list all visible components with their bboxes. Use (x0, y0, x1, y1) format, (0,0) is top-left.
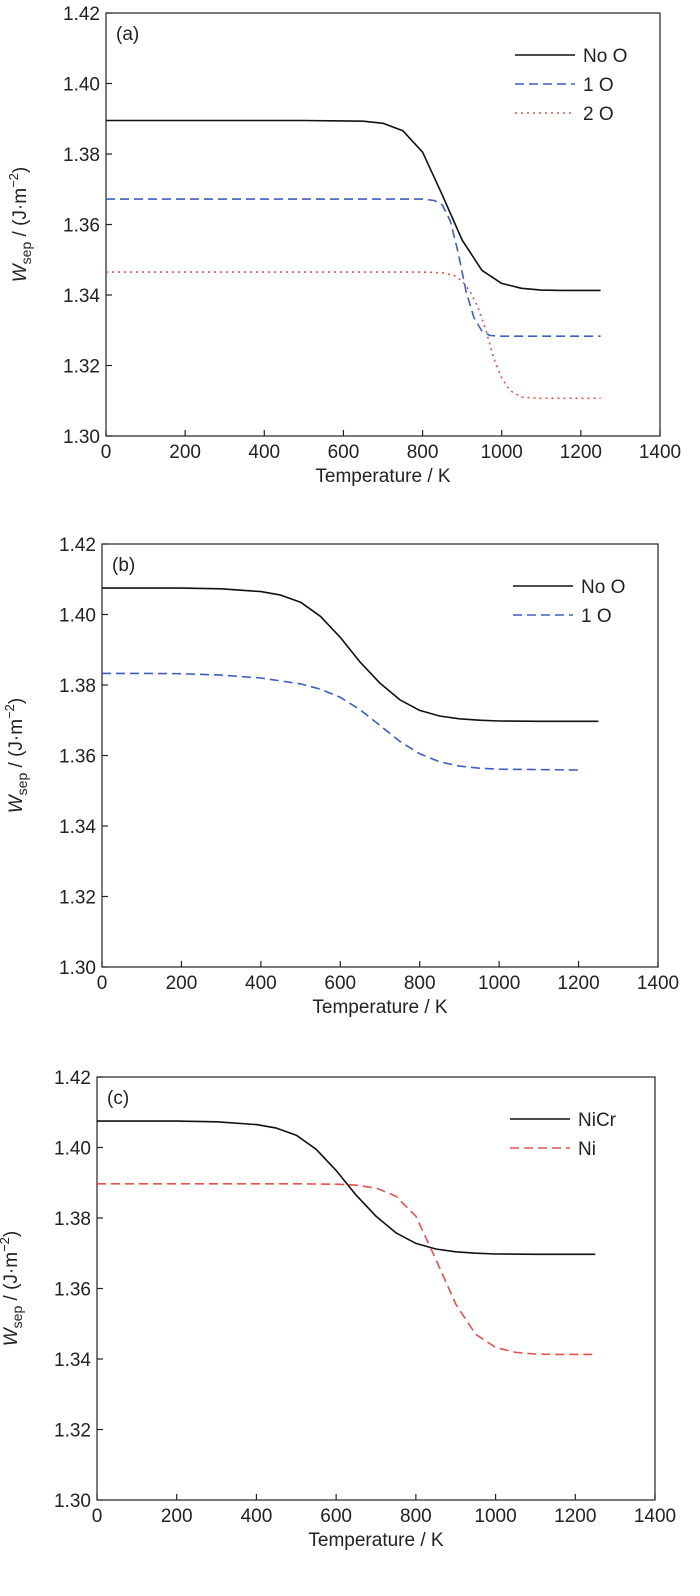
y-tick-label: 1.42 (59, 535, 96, 556)
x-tick-label: 400 (245, 973, 277, 994)
y-tick-label: 1.32 (59, 888, 96, 909)
x-tick-label: 800 (400, 1506, 432, 1527)
chart-panel-2: 0 200 400 600 800 1000 1200 1400 1.30 1.32 1.34 1.3… (2, 535, 679, 1018)
x-tick-label: 1400 (639, 442, 681, 463)
x-tick-label: 200 (166, 973, 198, 994)
y-tick-label: 1.36 (54, 1280, 91, 1301)
y-tick-label: 1.36 (59, 747, 96, 768)
x-tick-label: 1400 (637, 973, 679, 994)
x-tick-label: 0 (101, 442, 112, 463)
y-tick-label: 1.34 (63, 286, 100, 307)
y-tick-label: 1.42 (54, 1068, 91, 1089)
y-axis-label: Wsep / (J·m−2) (2, 698, 30, 814)
y-tick-label: 1.30 (59, 958, 96, 979)
x-tick-label: 1000 (474, 1506, 516, 1527)
series-line-1-o (106, 198, 601, 338)
x-tick-label: 800 (407, 442, 439, 463)
y-tick-label: 1.30 (54, 1491, 91, 1512)
y-axis-label: Wsep / (J·m−2) (6, 167, 34, 283)
y-tick-label: 1.38 (54, 1209, 91, 1230)
legend-label: 2 O (583, 104, 614, 125)
legend-label: 1 O (581, 606, 612, 627)
series-line-ni (97, 1183, 596, 1356)
x-tick-label: 1200 (554, 1506, 596, 1527)
y-tick-label: 1.38 (59, 676, 96, 697)
y-tick-label: 1.38 (63, 145, 100, 166)
x-tick-label: 1000 (481, 442, 523, 463)
x-tick-label: 200 (161, 1506, 193, 1527)
y-tick-label: 1.34 (59, 817, 96, 838)
chart-panel-3: 0 200 400 600 800 1000 1200 1400 1.30 1.32 1.34 1.3… (0, 1068, 676, 1551)
x-tick-label: 400 (241, 1506, 273, 1527)
legend-label: Ni (578, 1139, 596, 1160)
series-line-2-o (106, 271, 601, 400)
x-tick-label: 800 (404, 973, 436, 994)
y-axis-label: Wsep / (J·m−2) (0, 1231, 25, 1347)
y-tick-label: 1.40 (63, 75, 100, 96)
x-tick-label: 600 (328, 442, 360, 463)
x-tick-label: 0 (92, 1506, 103, 1527)
x-tick-label: 200 (169, 442, 201, 463)
plot-frame (101, 543, 659, 968)
panel-label: (b) (112, 555, 135, 576)
x-tick-label: 1000 (478, 973, 520, 994)
x-tick-label: 1400 (634, 1506, 676, 1527)
series-line-1-o (102, 672, 579, 771)
plot-frame (105, 12, 661, 437)
x-tick-label: 600 (324, 973, 356, 994)
legend-label: No O (581, 577, 625, 598)
y-tick-label: 1.42 (63, 4, 100, 25)
panel-label: (c) (107, 1088, 129, 1109)
y-tick-label: 1.30 (63, 427, 100, 448)
x-tick-label: 600 (320, 1506, 352, 1527)
y-tick-label: 1.40 (59, 606, 96, 627)
x-axis-label: Temperature / K (308, 1530, 443, 1551)
y-tick-label: 1.32 (54, 1421, 91, 1442)
plot-frame (96, 1076, 656, 1501)
y-tick-label: 1.34 (54, 1350, 91, 1371)
y-tick-label: 1.32 (63, 357, 100, 378)
series-line-nicr (97, 1120, 596, 1256)
legend-label: No O (583, 46, 627, 67)
y-tick-label: 1.40 (54, 1139, 91, 1160)
legend-label: 1 O (583, 75, 614, 96)
series-line-no-o (102, 587, 599, 723)
x-axis-label: Temperature / K (312, 997, 447, 1018)
x-axis-label: Temperature / K (315, 466, 450, 487)
chart-panel-1: 0 200 400 600 800 1000 1200 1400 1.30 1.32 1.34 1.3… (6, 4, 681, 487)
x-tick-label: 0 (97, 973, 108, 994)
panel-label: (a) (116, 24, 139, 45)
series-line-no-o (106, 119, 601, 292)
y-tick-label: 1.36 (63, 216, 100, 237)
legend-label: NiCr (578, 1110, 617, 1131)
x-tick-label: 400 (248, 442, 280, 463)
x-tick-label: 1200 (557, 973, 599, 994)
x-tick-label: 1200 (560, 442, 602, 463)
